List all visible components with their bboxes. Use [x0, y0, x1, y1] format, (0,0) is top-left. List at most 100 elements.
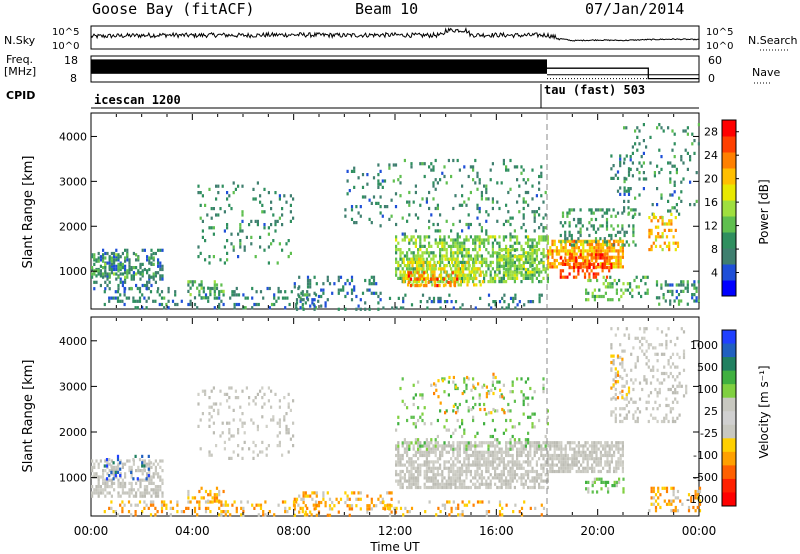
- time-xtick-label: 12:00: [378, 524, 413, 538]
- power-cbar-segment: [722, 120, 736, 137]
- power-cbar-segment: [722, 264, 736, 281]
- velocity-region: [91, 459, 164, 498]
- velocity-cbar-segment: [722, 384, 736, 399]
- noise-tick-left-bottom: 10^0: [52, 41, 79, 52]
- velocity-heatmap: [91, 327, 702, 517]
- power-cbar-tick-label: 4: [711, 267, 718, 280]
- velocity-region: [395, 377, 549, 451]
- time-xtick-label: 20:00: [580, 524, 615, 538]
- power-cbar-tick-label: 12: [704, 220, 718, 233]
- velocity-cbar-tick-label: -100: [693, 449, 718, 462]
- velocity-cbar-segment: [722, 343, 736, 358]
- velocity-cbar-segment: [722, 424, 736, 439]
- nsky-label: N.Sky: [4, 34, 36, 47]
- power-cbar-segment: [722, 200, 736, 217]
- freq-tick-right-top: 60: [708, 54, 722, 67]
- velocity-ytick-label: 4000: [59, 335, 87, 348]
- velocity-cbar-label: Velocity [m s⁻¹]: [757, 365, 771, 458]
- power-cbar-segment: [722, 136, 736, 153]
- freq-tick-left-top: 18: [64, 54, 78, 67]
- power-region: [648, 212, 680, 252]
- velocity-region: [648, 486, 702, 513]
- velocity-cbar-frame: [721, 329, 737, 507]
- velocity-cbar-segment: [722, 330, 736, 345]
- velocity-cbar-tick-label: -500: [693, 471, 718, 484]
- power-region: [91, 253, 155, 279]
- velocity-region: [585, 477, 625, 494]
- velocity-cbar-segment: [722, 357, 736, 372]
- velocity-cbar-segment: [722, 492, 736, 507]
- time-xtick-label: 16:00: [479, 524, 514, 538]
- velocity-cbar-segment: [722, 438, 736, 453]
- power-cbar-segment: [722, 168, 736, 185]
- freq-label-1: Freq.: [6, 53, 33, 66]
- velocity-region: [610, 354, 631, 400]
- freq-tick-left-bottom: 8: [70, 72, 77, 85]
- velocity-region: [395, 441, 549, 490]
- power-region: [496, 248, 550, 275]
- power-cbar-tick-label: 16: [704, 196, 718, 209]
- cpid-label: CPID: [6, 89, 35, 102]
- nave-trace: [547, 67, 699, 80]
- velocity-region: [103, 454, 153, 481]
- power-ytick-label: 3000: [59, 175, 87, 188]
- freq-band: [91, 59, 547, 74]
- power-cbar-label: Power [dB]: [757, 179, 771, 244]
- power-region: [344, 163, 398, 228]
- noise-tick-right-top: 10^5: [706, 27, 733, 38]
- power-heatmap: [91, 123, 700, 311]
- velocity-region: [103, 500, 320, 517]
- power-region: [559, 253, 613, 279]
- velocity-panel-frame: [90, 316, 700, 517]
- velocity-cbar-tick-label: -1000: [686, 493, 718, 506]
- nsky-trace: [90, 26, 700, 42]
- time-xlabel: Time UT: [369, 540, 420, 554]
- velocity-ytick-label: 1000: [59, 472, 87, 485]
- mode-label-1: icescan 1200: [94, 93, 181, 107]
- power-cbar-segment: [722, 248, 736, 265]
- power-region: [655, 280, 700, 306]
- time-xtick-label: 00:00: [74, 524, 109, 538]
- velocity-region: [547, 441, 624, 474]
- velocity-region: [293, 491, 398, 517]
- power-cbar-tick-label: 8: [711, 243, 718, 256]
- noise-traces: [90, 26, 700, 42]
- velocity-cbar-segment: [722, 465, 736, 480]
- nave-label: Nave: [752, 66, 780, 79]
- power-cbar-tick-label: 24: [704, 149, 718, 162]
- velocity-ylabel: Slant Range [km]: [21, 360, 36, 473]
- power-region: [623, 123, 700, 219]
- station-title: Goose Bay (fitACF): [92, 0, 255, 18]
- velocity-region: [382, 500, 546, 517]
- time-xtick-label: 04:00: [175, 524, 210, 538]
- velocity-cbar-segment: [722, 478, 736, 493]
- freq-label-2: [MHz]: [4, 65, 36, 78]
- power-ytick-label: 2000: [59, 220, 87, 233]
- power-ylabel: Slant Range [km]: [21, 156, 36, 269]
- power-cbar-segment: [722, 216, 736, 233]
- power-ytick-label: 4000: [59, 130, 87, 143]
- velocity-colorbar: 1000 500 100 25 -25 -100 -500 -1000: [686, 329, 737, 507]
- axes: 1000 2000 3000 4000 1000 2000 3000 4000 00:00 04:…: [59, 114, 716, 538]
- power-cbar-tick-label: 20: [704, 173, 718, 186]
- power-region: [197, 181, 295, 265]
- power-ytick-label: 1000: [59, 265, 87, 278]
- velocity-ytick-label: 3000: [59, 380, 87, 393]
- noise-tick-left-top: 10^5: [52, 27, 79, 38]
- power-colorbar: 4 8 12 16 20 24 28: [704, 119, 739, 297]
- velocity-cbar-tick-label: 1000: [690, 339, 718, 352]
- nsearch-label: N.Search: [748, 34, 798, 47]
- mode-label-2: tau (fast) 503: [544, 83, 645, 97]
- power-region: [293, 275, 382, 311]
- power-cbar-segment: [722, 232, 736, 249]
- velocity-region: [610, 327, 688, 424]
- frequency-traces: [91, 59, 699, 80]
- freq-tick-right-bottom: 0: [708, 72, 715, 85]
- power-cbar-segment: [722, 184, 736, 201]
- velocity-region: [187, 486, 225, 503]
- power-region: [585, 275, 649, 302]
- velocity-cbar-tick-label: 25: [704, 405, 718, 418]
- power-cbar-segment: [722, 152, 736, 169]
- power-panel-frame: [90, 112, 700, 310]
